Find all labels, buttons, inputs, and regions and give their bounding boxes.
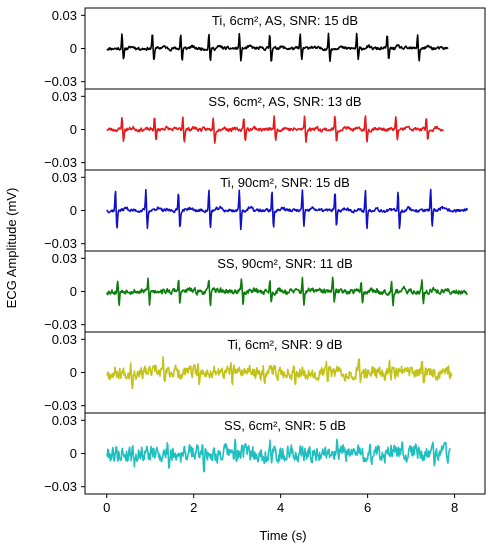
y-tick-label: 0 <box>70 284 77 299</box>
x-tick-label: 0 <box>103 500 110 515</box>
y-tick-label: 0 <box>70 365 77 380</box>
y-tick-label: −0.03 <box>44 236 77 251</box>
y-tick-label: 0.03 <box>52 413 77 428</box>
y-tick-label: 0.03 <box>52 332 77 347</box>
x-tick-label: 6 <box>364 500 371 515</box>
panel-title: SS, 6cm², SNR: 5 dB <box>224 418 346 433</box>
ecg-series-line <box>106 438 451 473</box>
y-tick-label: −0.03 <box>44 398 77 413</box>
x-tick-label: 8 <box>451 500 458 515</box>
y-tick-label: 0 <box>70 203 77 218</box>
y-tick-label: −0.03 <box>44 155 77 170</box>
y-tick-label: −0.03 <box>44 317 77 332</box>
panel-title: SS, 90cm², SNR: 11 dB <box>217 256 353 271</box>
y-tick-label: 0.03 <box>52 251 77 266</box>
panel-title: Ti, 6cm², AS, SNR: 15 dB <box>212 13 358 28</box>
ecg-series-line <box>106 356 453 390</box>
y-tick-label: 0 <box>70 41 77 56</box>
panel-title: Ti, 6cm², SNR: 9 dB <box>227 337 342 352</box>
y-tick-label: 0 <box>70 122 77 137</box>
x-tick-label: 2 <box>190 500 197 515</box>
y-tick-label: −0.03 <box>44 74 77 89</box>
x-axis-label: Time (s) <box>259 528 306 543</box>
y-tick-label: 0.03 <box>52 8 77 23</box>
ecg-series-line <box>105 276 468 307</box>
ecg-series-line <box>106 115 444 144</box>
y-tick-label: 0.03 <box>52 170 77 185</box>
panel-title: Ti, 90cm², SNR: 15 dB <box>220 175 350 190</box>
y-axis-label: ECG Amplitude (mV) <box>4 188 19 309</box>
y-tick-label: 0.03 <box>52 89 77 104</box>
x-tick-label: 4 <box>277 500 284 515</box>
panel-title: SS, 6cm², AS, SNR: 13 dB <box>208 94 361 109</box>
ecg-series-line <box>106 32 449 62</box>
y-tick-label: 0 <box>70 446 77 461</box>
y-tick-label: −0.03 <box>44 479 77 494</box>
ecg-series-line <box>106 188 469 231</box>
